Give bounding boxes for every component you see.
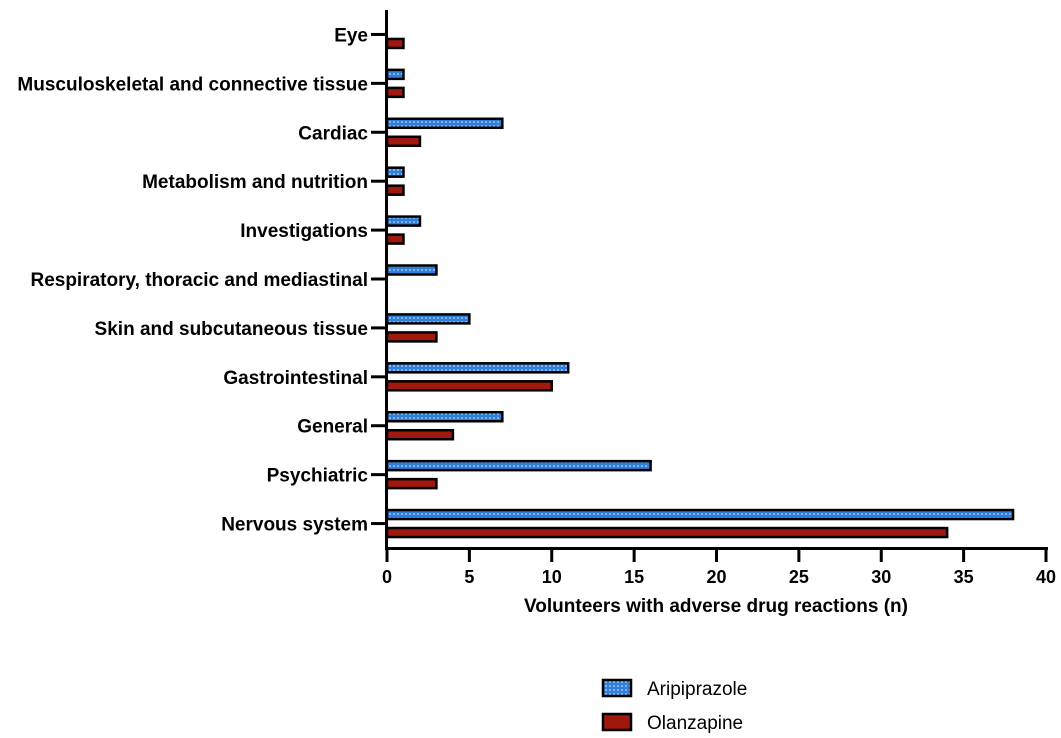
bar-olanzapine <box>385 184 405 196</box>
bars-layer <box>385 37 1015 539</box>
x-tick-label: 5 <box>464 567 474 587</box>
x-tick-label: 20 <box>706 567 726 587</box>
category-label: Skin and subcutaneous tissue <box>95 319 368 340</box>
bar-aripiprazole <box>385 362 570 374</box>
x-tick-label: 40 <box>1036 567 1056 587</box>
legend-label: Olanzapine <box>647 713 743 734</box>
x-tick-label: 10 <box>542 567 562 587</box>
category-label: Respiratory, thoracic and mediastinal <box>30 270 368 291</box>
category-label: General <box>297 417 368 438</box>
bar-aripiprazole <box>385 117 504 130</box>
x-axis-title: Volunteers with adverse drug reactions (… <box>524 596 908 617</box>
bar-olanzapine <box>385 37 405 50</box>
bar-olanzapine <box>385 428 455 441</box>
bar-aripiprazole <box>385 166 405 178</box>
x-tick-label: 30 <box>871 567 891 587</box>
category-label: Musculoskeletal and connective tissue <box>17 74 368 95</box>
category-label: Nervous system <box>221 515 368 536</box>
category-label: Eye <box>334 25 368 46</box>
bar-aripiprazole <box>385 410 504 423</box>
bar-olanzapine <box>385 86 405 99</box>
bar-olanzapine <box>385 477 438 490</box>
bar-olanzapine <box>385 380 553 392</box>
bar-aripiprazole <box>385 215 422 227</box>
bar-olanzapine <box>385 526 949 539</box>
bar-aripiprazole <box>385 68 405 81</box>
bar-olanzapine <box>385 331 438 343</box>
bar-aripiprazole <box>385 313 471 325</box>
x-tick-label: 15 <box>624 567 644 587</box>
category-label: Cardiac <box>298 123 368 144</box>
legend-swatch-aripiprazole <box>601 678 633 698</box>
category-label: Metabolism and nutrition <box>142 172 368 193</box>
bar-aripiprazole <box>385 459 652 472</box>
legend-swatch-olanzapine <box>601 712 633 732</box>
x-tick-label: 25 <box>789 567 809 587</box>
x-tick-label: 35 <box>954 567 974 587</box>
ticks-layer <box>371 32 1048 562</box>
bar-aripiprazole <box>385 508 1015 521</box>
category-label: Gastrointestinal <box>223 368 368 389</box>
bar-aripiprazole <box>385 264 438 276</box>
bar-olanzapine <box>385 135 422 148</box>
bar-olanzapine <box>385 233 405 245</box>
labels-layer: Eye Musculoskeletal and connective tissue… <box>17 25 1056 587</box>
x-tick-label: 0 <box>382 567 392 587</box>
category-label: Investigations <box>240 221 368 242</box>
legend: Aripiprazole Olanzapine <box>601 678 747 734</box>
category-label: Psychiatric <box>267 466 369 487</box>
legend-label: Aripiprazole <box>647 679 747 700</box>
